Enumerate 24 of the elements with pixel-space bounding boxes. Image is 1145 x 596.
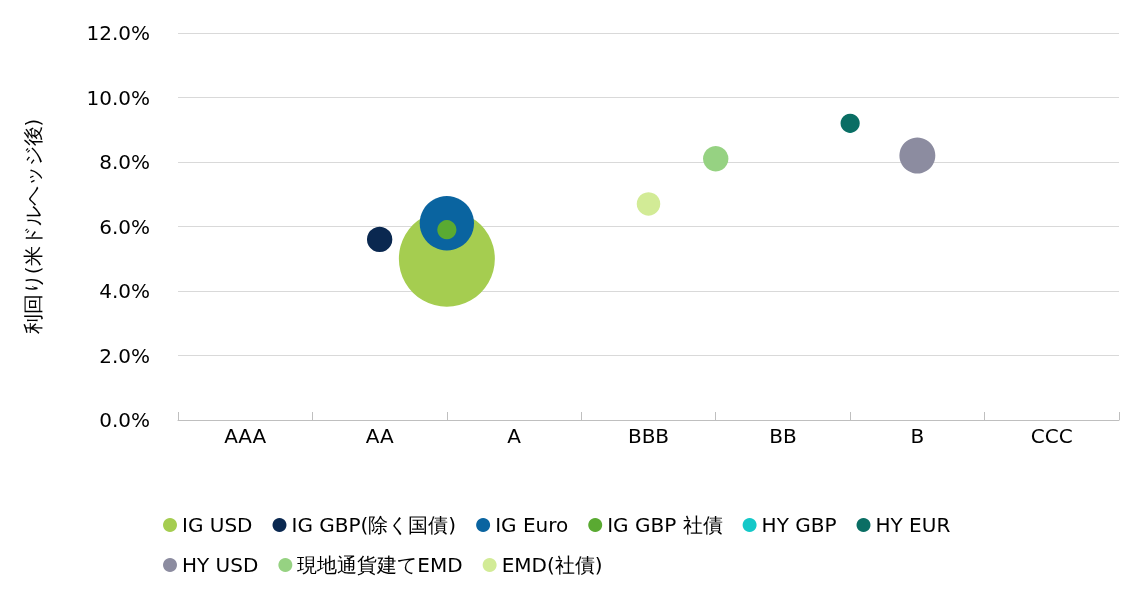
y-tick-label: 12.0%	[86, 21, 150, 45]
x-tick-label: BB	[769, 424, 797, 448]
x-tick-label: B	[910, 424, 925, 448]
y-tick-label: 2.0%	[99, 343, 150, 368]
x-tick-label: AA	[365, 424, 394, 448]
legend-label: HY USD	[182, 553, 259, 577]
legend-label: IG GBP(除く国債)	[291, 513, 457, 537]
y-axis-title: 利回り(米ドルヘッジ後)	[21, 118, 45, 335]
legend-label: HY GBP	[761, 513, 837, 537]
y-tick-label: 6.0%	[99, 214, 150, 239]
x-tick-label: A	[507, 424, 522, 448]
x-tick-label: BBB	[627, 424, 670, 448]
legend-label: IG GBP 社債	[607, 513, 723, 537]
x-tick-label: CCC	[1030, 424, 1073, 448]
y-tick-label: 8.0%	[99, 150, 150, 174]
legend-label: EMD(社債)	[501, 553, 603, 577]
x-tick-label: AAA	[224, 424, 267, 448]
y-tick-label: 10.0%	[86, 85, 150, 110]
legend-label: IG USD	[182, 513, 253, 537]
legend-label: HY EUR	[875, 513, 951, 537]
y-tick-label: 4.0%	[99, 279, 150, 303]
legend-label: 現地通貨建てEMD	[297, 553, 463, 577]
y-tick-label: 0.0%	[99, 408, 150, 432]
legend-label: IG Euro	[495, 513, 569, 537]
